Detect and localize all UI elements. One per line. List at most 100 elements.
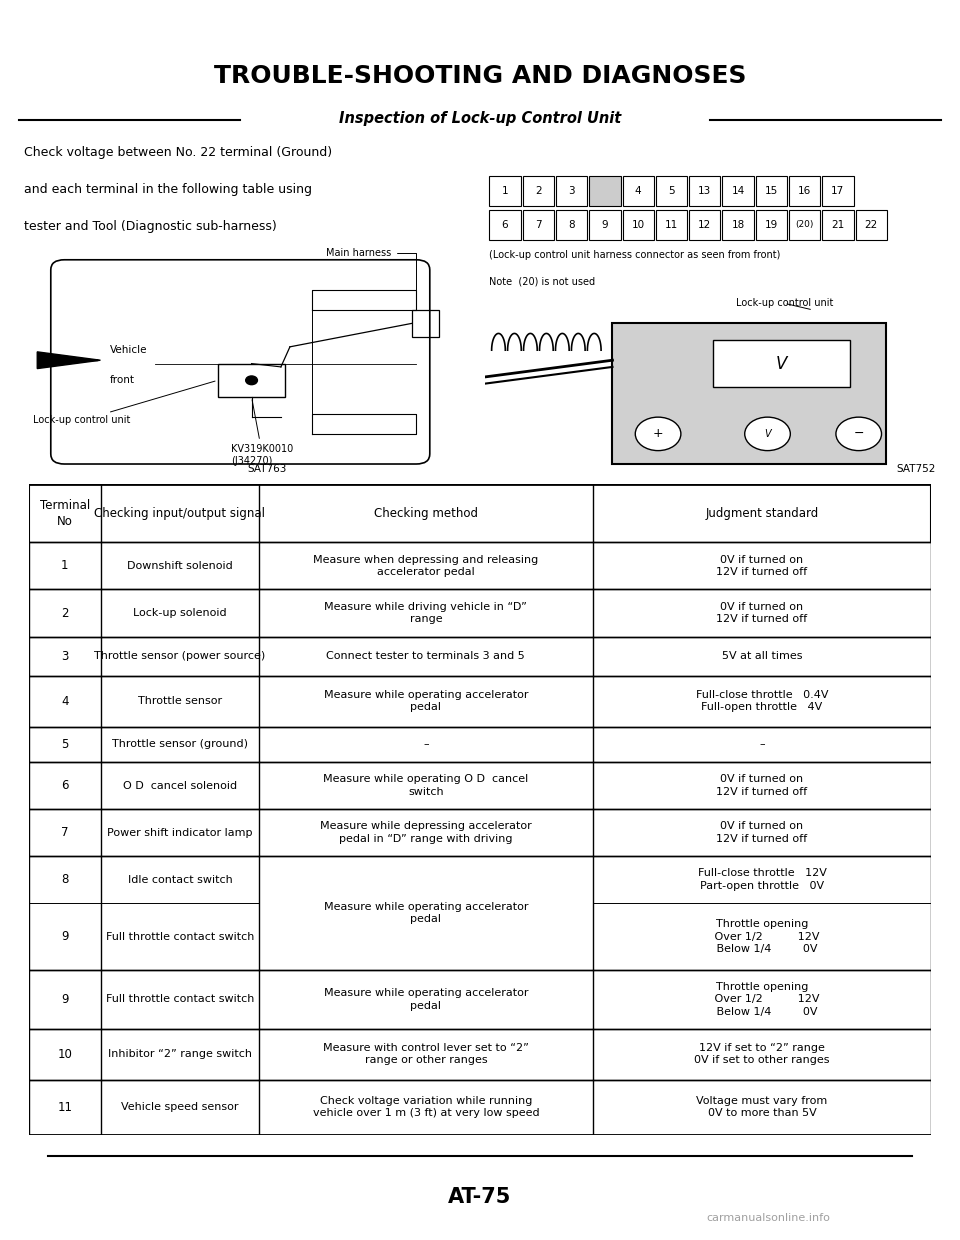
Text: Measure with control lever set to “2”
range or other ranges: Measure with control lever set to “2” ra… (323, 1043, 529, 1065)
Text: 0V if turned on
12V if turned off: 0V if turned on 12V if turned off (716, 774, 807, 797)
Text: tester and Tool (Diagnostic sub-harness): tester and Tool (Diagnostic sub-harness) (24, 219, 276, 233)
Bar (522, 176, 554, 206)
Text: 19: 19 (765, 219, 778, 229)
Bar (689, 176, 720, 206)
Text: (20): (20) (796, 221, 814, 229)
Text: 12V if set to “2” range
0V if set to other ranges: 12V if set to “2” range 0V if set to oth… (694, 1043, 829, 1065)
Bar (656, 210, 687, 239)
Text: Terminal
No: Terminal No (39, 498, 90, 527)
Text: Measure while operating accelerator
pedal: Measure while operating accelerator peda… (324, 689, 528, 713)
Text: Full-close throttle   12V
Part-open throttle   0V: Full-close throttle 12V Part-open thrott… (698, 868, 827, 892)
Text: Lock-up solenoid: Lock-up solenoid (133, 608, 227, 618)
Text: Connect tester to terminals 3 and 5: Connect tester to terminals 3 and 5 (326, 651, 525, 661)
Bar (822, 176, 853, 206)
Text: 0V if turned on
12V if turned off: 0V if turned on 12V if turned off (716, 601, 807, 624)
Text: 9: 9 (61, 930, 69, 944)
Text: Measure when depressing and releasing
accelerator pedal: Measure when depressing and releasing ac… (313, 554, 539, 577)
Text: 8: 8 (61, 873, 68, 887)
Bar (855, 210, 887, 239)
Bar (589, 176, 620, 206)
Text: 8: 8 (568, 219, 575, 229)
Text: SAT763: SAT763 (248, 464, 287, 474)
Bar (756, 210, 787, 239)
Text: Checking method: Checking method (373, 506, 478, 520)
Text: 5: 5 (668, 186, 675, 196)
Text: (Lock-up control unit harness connector as seen from front): (Lock-up control unit harness connector … (490, 249, 780, 259)
Text: 13: 13 (698, 186, 711, 196)
Text: Throttle opening
   Over 1/2          12V
   Below 1/4         0V: Throttle opening Over 1/2 12V Below 1/4 … (705, 982, 820, 1017)
Bar (622, 210, 654, 239)
Text: Throttle sensor (ground): Throttle sensor (ground) (112, 739, 248, 749)
Text: –: – (423, 739, 429, 749)
Text: Check voltage between No. 22 terminal (Ground): Check voltage between No. 22 terminal (G… (24, 146, 332, 159)
Bar (712, 340, 850, 387)
Text: 7: 7 (61, 826, 69, 839)
Text: Check voltage variation while running
vehicle over 1 m (3 ft) at very low speed: Check voltage variation while running ve… (313, 1096, 540, 1118)
Text: 16: 16 (798, 186, 811, 196)
Text: 2: 2 (61, 606, 69, 620)
Text: Vehicle: Vehicle (109, 345, 147, 355)
Polygon shape (37, 352, 101, 368)
Text: Throttle opening
   Over 1/2          12V
   Below 1/4         0V: Throttle opening Over 1/2 12V Below 1/4 … (705, 919, 820, 955)
Text: 2: 2 (535, 186, 541, 196)
Text: 6: 6 (502, 219, 508, 229)
Bar (722, 210, 754, 239)
Text: 0V if turned on
12V if turned off: 0V if turned on 12V if turned off (716, 554, 807, 577)
Text: 3: 3 (61, 650, 68, 662)
Text: Full throttle contact switch: Full throttle contact switch (106, 994, 254, 1004)
Text: 10: 10 (58, 1048, 72, 1060)
Text: Measure while operating accelerator
pedal: Measure while operating accelerator peda… (324, 988, 528, 1011)
Text: −: − (853, 428, 864, 440)
Text: 5: 5 (61, 738, 68, 751)
Text: V: V (764, 429, 771, 439)
Text: 3: 3 (568, 186, 575, 196)
Text: Idle contact switch: Idle contact switch (128, 874, 232, 884)
Text: Inhibitor “2” range switch: Inhibitor “2” range switch (108, 1049, 252, 1059)
Text: 0V if turned on
12V if turned off: 0V if turned on 12V if turned off (716, 821, 807, 844)
Text: 18: 18 (732, 219, 745, 229)
Text: Lock-up control unit: Lock-up control unit (33, 381, 215, 425)
Bar (218, 363, 285, 397)
Text: Note  (20) is not used: Note (20) is not used (490, 277, 595, 286)
Text: 1: 1 (61, 559, 69, 573)
Text: 7: 7 (535, 219, 541, 229)
Text: Power shift indicator lamp: Power shift indicator lamp (108, 827, 252, 838)
Circle shape (246, 376, 257, 384)
Bar (622, 176, 654, 206)
Text: Judgment standard: Judgment standard (706, 506, 819, 520)
Text: –: – (759, 739, 765, 749)
Text: TROUBLE-SHOOTING AND DIAGNOSES: TROUBLE-SHOOTING AND DIAGNOSES (214, 64, 746, 88)
Text: 4: 4 (635, 186, 641, 196)
Text: 4: 4 (61, 694, 69, 708)
Bar (612, 324, 886, 464)
Text: 9: 9 (61, 993, 69, 1006)
Text: 17: 17 (831, 186, 845, 196)
Bar (490, 176, 520, 206)
Text: Throttle sensor: Throttle sensor (138, 696, 222, 707)
Text: and each terminal in the following table using: and each terminal in the following table… (24, 182, 312, 196)
Bar (412, 310, 439, 337)
Bar (490, 210, 520, 239)
Text: Throttle sensor (power source): Throttle sensor (power source) (94, 651, 266, 661)
Text: +: + (653, 428, 663, 440)
Text: SAT752: SAT752 (897, 464, 936, 474)
Text: 9: 9 (602, 219, 609, 229)
Text: front: front (109, 376, 134, 386)
Bar (556, 176, 588, 206)
Text: V: V (776, 355, 787, 372)
Text: carmanualsonline.info: carmanualsonline.info (706, 1213, 830, 1223)
Text: 14: 14 (732, 186, 745, 196)
Bar (722, 176, 754, 206)
Text: 22: 22 (865, 219, 877, 229)
Bar (689, 210, 720, 239)
Text: 21: 21 (831, 219, 845, 229)
Text: Main harness: Main harness (326, 248, 417, 308)
Text: Measure while depressing accelerator
pedal in “D” range with driving: Measure while depressing accelerator ped… (320, 821, 532, 844)
Text: 6: 6 (61, 779, 69, 792)
Circle shape (636, 417, 681, 450)
Bar (656, 176, 687, 206)
Text: 15: 15 (765, 186, 778, 196)
Text: 11: 11 (58, 1101, 72, 1114)
Bar (789, 176, 820, 206)
Text: Measure while operating accelerator
pedal: Measure while operating accelerator peda… (324, 901, 528, 925)
